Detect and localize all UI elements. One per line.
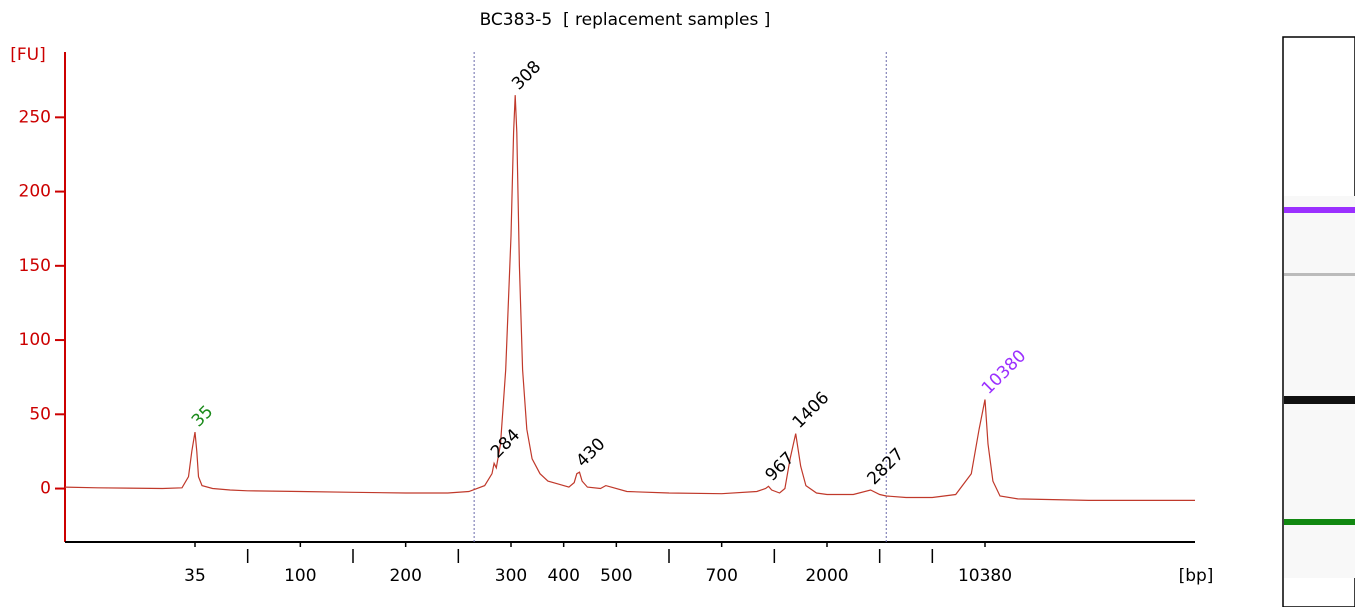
- y-tick-label: 0: [40, 479, 51, 499]
- x-tick-label: 10380: [958, 566, 1012, 586]
- peak-label: 284: [487, 425, 524, 462]
- gel-lane: [1282, 36, 1355, 608]
- peak-label: 10380: [978, 346, 1030, 398]
- gel-band: [1284, 519, 1355, 525]
- peak-label: 430: [572, 434, 609, 471]
- gel-band: [1284, 207, 1355, 213]
- peak-label: 308: [508, 57, 545, 94]
- gel-band: [1284, 273, 1355, 276]
- x-axis-label: [bp]: [1179, 566, 1214, 586]
- y-tick-label: 100: [19, 330, 51, 350]
- y-axis-label: [FU]: [10, 45, 46, 65]
- gel-background: [1284, 196, 1355, 578]
- y-tick-label: 50: [29, 404, 51, 424]
- peak-label: 1406: [789, 388, 834, 433]
- trace: [64, 95, 1195, 501]
- y-tick-label: 250: [19, 107, 51, 127]
- chart-title: BC383-5 [ replacement samples ]: [480, 10, 771, 30]
- y-tick-label: 200: [19, 182, 51, 202]
- x-tick-label: 400: [547, 566, 579, 586]
- gel-band: [1284, 396, 1355, 404]
- x-tick-label: 500: [600, 566, 632, 586]
- peak-label: 967: [761, 448, 798, 485]
- x-tick-label: 35: [184, 566, 206, 586]
- y-tick-label: 150: [19, 256, 51, 276]
- x-tick-label: 200: [389, 566, 421, 586]
- x-tick-label: 2000: [805, 566, 848, 586]
- x-tick-label: 700: [705, 566, 737, 586]
- peak-label: 2827: [863, 444, 908, 489]
- peak-label: 35: [188, 402, 217, 431]
- x-tick-label: 300: [495, 566, 527, 586]
- x-tick-label: 100: [284, 566, 316, 586]
